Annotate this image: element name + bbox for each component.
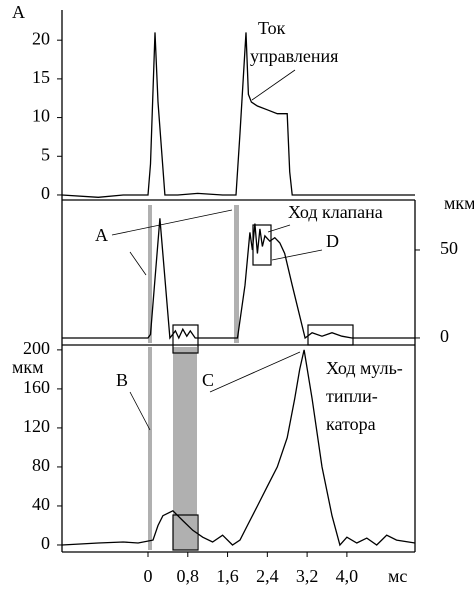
annotation: B bbox=[116, 370, 128, 390]
x-tick-label: 2,4 bbox=[256, 566, 279, 586]
annotation: управления bbox=[250, 46, 338, 66]
y-axis-label: мкм bbox=[444, 193, 474, 213]
marker-a1 bbox=[148, 205, 152, 343]
leader bbox=[111, 209, 233, 236]
box bbox=[172, 514, 199, 551]
annotation: Ход клапана bbox=[288, 202, 383, 222]
x-tick-label: 1,6 bbox=[216, 566, 239, 586]
leader bbox=[129, 251, 147, 276]
y-tick-label: 40 bbox=[32, 494, 50, 514]
data-line bbox=[62, 218, 415, 340]
leader bbox=[251, 69, 296, 101]
y-tick-label: 20 bbox=[32, 28, 50, 48]
box bbox=[307, 324, 354, 346]
annotation: Ход муль- bbox=[326, 358, 403, 378]
leader bbox=[267, 224, 291, 233]
leader bbox=[271, 249, 323, 261]
x-tick-label: 4,0 bbox=[336, 566, 359, 586]
box bbox=[172, 324, 199, 354]
x-tick-label: 0,8 bbox=[177, 566, 200, 586]
annotation: катора bbox=[326, 414, 376, 434]
y-tick-label: 15 bbox=[32, 67, 50, 87]
annotation: D bbox=[326, 231, 339, 251]
annotation: типли- bbox=[326, 386, 378, 406]
y-tick-label: 160 bbox=[23, 377, 50, 397]
annotation: C bbox=[202, 370, 214, 390]
marker-b bbox=[148, 347, 152, 550]
marker-c bbox=[173, 347, 197, 550]
y-tick-label: 200 bbox=[23, 338, 50, 358]
marker-a2 bbox=[234, 205, 239, 343]
leader bbox=[129, 391, 151, 431]
y-tick-label: 0 bbox=[41, 533, 50, 553]
y-tick-label: 5 bbox=[41, 144, 50, 164]
data-line bbox=[61, 32, 415, 198]
y-axis-label: A bbox=[12, 2, 25, 22]
y-tick-label: 120 bbox=[23, 416, 50, 436]
data-line bbox=[61, 349, 416, 547]
y-tick-label: 0 bbox=[41, 183, 50, 203]
y-tick-label: 0 bbox=[440, 326, 449, 346]
annotation: A bbox=[95, 225, 108, 245]
y-tick-label: 50 bbox=[440, 238, 458, 258]
x-axis-label: мс bbox=[388, 566, 407, 586]
y-axis-label: мкм bbox=[12, 357, 44, 377]
x-tick-label: 0 bbox=[144, 566, 153, 586]
x-tick-label: 3,2 bbox=[296, 566, 319, 586]
y-tick-label: 80 bbox=[32, 455, 50, 475]
annotation: Ток bbox=[258, 18, 286, 38]
leader bbox=[209, 351, 301, 393]
y-tick-label: 10 bbox=[32, 106, 50, 126]
markers bbox=[111, 69, 354, 551]
